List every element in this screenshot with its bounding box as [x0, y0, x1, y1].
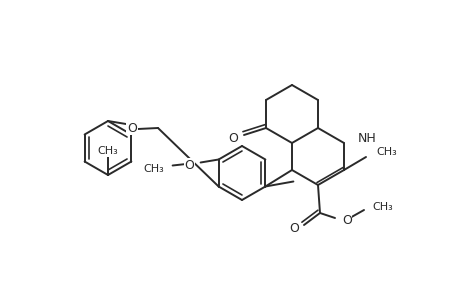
Text: CH₃: CH₃ [371, 202, 392, 212]
Text: CH₃: CH₃ [144, 164, 164, 173]
Text: O: O [341, 214, 351, 227]
Text: O: O [185, 159, 194, 172]
Text: CH₃: CH₃ [97, 146, 118, 156]
Text: NH: NH [357, 131, 376, 145]
Text: O: O [127, 122, 137, 134]
Text: O: O [228, 131, 237, 145]
Text: O: O [289, 221, 298, 235]
Text: CH₃: CH₃ [375, 147, 396, 157]
